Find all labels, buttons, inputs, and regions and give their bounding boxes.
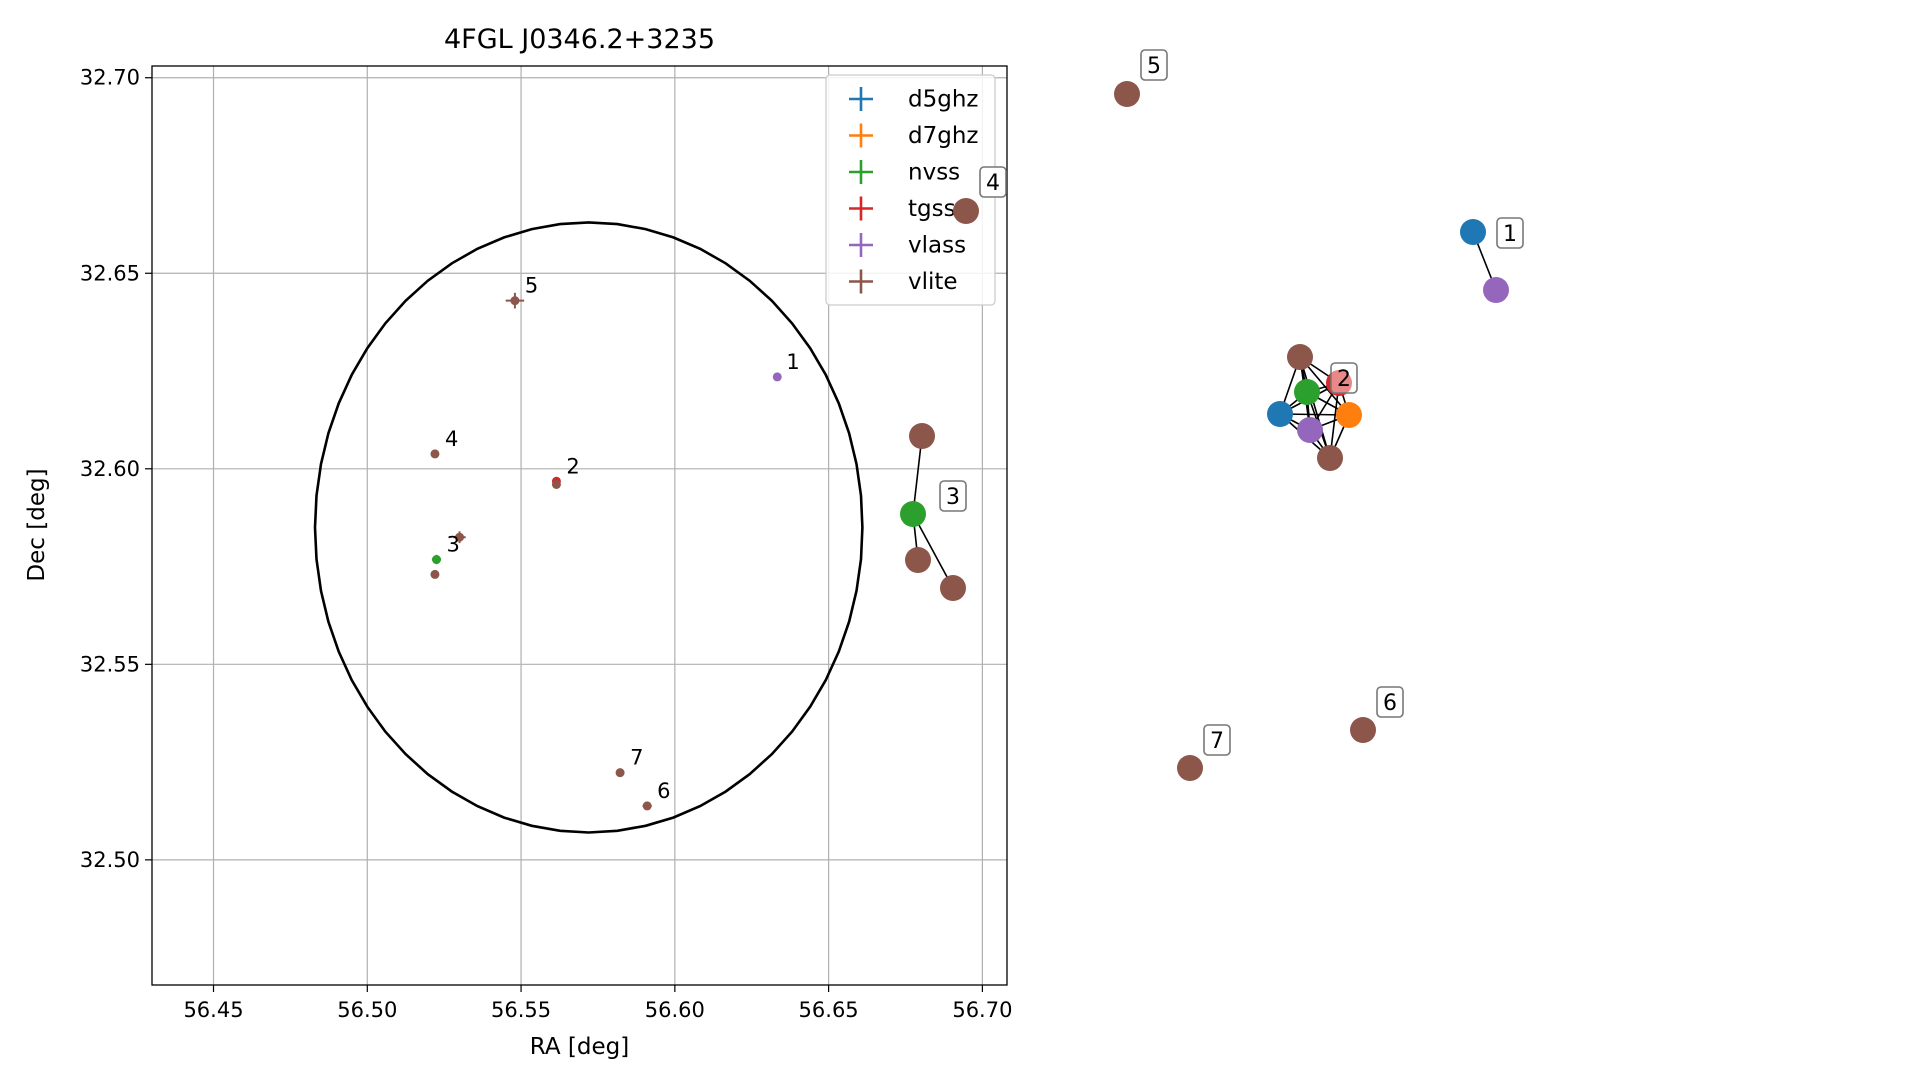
network-node — [1483, 277, 1509, 303]
x-tick-label: 56.65 — [799, 998, 859, 1022]
vlass-marker — [772, 372, 782, 382]
vlite-point — [430, 449, 440, 459]
vlite-marker — [430, 569, 440, 579]
vlite-point — [430, 569, 440, 579]
network-node — [1114, 81, 1140, 107]
y-tick-label: 32.55 — [80, 652, 140, 676]
network-node — [1317, 445, 1343, 471]
y-tick-label: 32.70 — [80, 66, 140, 90]
network-node — [905, 547, 931, 573]
annotation-label: 3 — [446, 533, 459, 557]
y-tick-label: 32.60 — [80, 457, 140, 481]
network-edge — [912, 435, 923, 515]
annotation-label: 7 — [630, 746, 643, 770]
network-label-box — [979, 166, 1007, 198]
vlite-point — [551, 479, 561, 489]
network-label-text: 1 — [1503, 222, 1517, 247]
vlass-point — [772, 372, 782, 382]
network-node — [1326, 370, 1352, 396]
network-label-text: 6 — [1383, 691, 1397, 716]
network-label: 6 — [1376, 686, 1404, 718]
legend-label: vlass — [908, 233, 966, 259]
network-node — [1336, 402, 1362, 428]
vlite-marker — [510, 296, 520, 306]
network-label: 2 — [1330, 362, 1358, 394]
chart-title: 4FGL J0346.2+3235 — [444, 24, 715, 55]
annotation-label: 4 — [445, 427, 458, 451]
network-node — [1350, 717, 1376, 743]
vlite-point — [505, 292, 525, 309]
network-node — [1294, 379, 1320, 405]
y-axis-ticks: 32.50 32.55 32.60 32.65 32.70 — [80, 66, 152, 872]
network-label-text: 7 — [1210, 729, 1224, 754]
legend-label: d7ghz — [908, 123, 978, 149]
network-label-box — [1203, 724, 1231, 756]
legend-label: nvss — [908, 160, 960, 186]
network-label: 3 — [939, 480, 967, 512]
vlite-marker — [455, 532, 465, 542]
plot-frame — [151, 65, 1008, 986]
network-node — [940, 575, 966, 601]
x-tick-label: 56.45 — [183, 998, 243, 1022]
network-label-box — [1376, 686, 1404, 718]
network-label-box — [1330, 362, 1358, 394]
x-axis-ticks: 56.45 56.50 56.55 56.60 56.65 56.70 — [183, 985, 1012, 1022]
network-node — [909, 423, 935, 449]
vlite-marker — [551, 479, 561, 489]
legend-label: d5ghz — [908, 87, 978, 113]
annotation-label: 1 — [786, 350, 799, 374]
network-label-text: 4 — [986, 171, 1000, 196]
network-label-box — [1140, 49, 1168, 81]
network-label: 7 — [1203, 724, 1231, 756]
network-graph: 1 2 3 4 5 6 7 — [900, 49, 1524, 781]
data-points — [430, 292, 782, 811]
vlite-marker — [642, 801, 652, 811]
legend-label: tgss — [908, 196, 956, 222]
network-node — [1287, 344, 1313, 370]
network-node — [953, 198, 979, 224]
annotation-label: 5 — [525, 274, 538, 298]
network-label: 4 — [979, 166, 1007, 198]
y-axis-label: Dec [deg] — [24, 468, 50, 581]
network-label-box — [939, 480, 967, 512]
vlite-point — [453, 531, 466, 544]
network-edge — [912, 513, 954, 589]
scatter-plot: 1 2 3 4 5 67 56.45 56.50 56.55 56.60 56.65 56.70 3… — [24, 24, 1012, 1060]
network-labels: 1 2 3 4 5 6 7 — [939, 49, 1524, 756]
annotation-label: 2 — [566, 454, 579, 478]
legend: d5ghz d7ghz nvss tgss vlass vlite — [825, 74, 996, 306]
network-node — [1460, 219, 1486, 245]
vlite-marker — [615, 768, 625, 778]
x-tick-label: 56.55 — [491, 998, 551, 1022]
network-label-box — [1496, 217, 1524, 249]
vlite-marker — [430, 449, 440, 459]
nvss-marker — [431, 555, 441, 565]
network-label-text: 2 — [1337, 367, 1351, 392]
nvss-point — [431, 554, 442, 565]
x-tick-label: 56.70 — [952, 998, 1012, 1022]
network-node — [1177, 755, 1203, 781]
y-tick-label: 32.50 — [80, 848, 140, 872]
network-node — [1267, 401, 1293, 427]
network-label-text: 5 — [1147, 54, 1161, 79]
y-tick-label: 32.65 — [80, 261, 140, 285]
network-node — [900, 501, 926, 527]
x-axis-label: RA [deg] — [530, 1034, 629, 1060]
uncertainty-ellipse — [313, 221, 864, 834]
annotation-label: 6 — [657, 779, 670, 803]
vlite-point — [642, 801, 652, 811]
network-label: 1 — [1496, 217, 1524, 249]
x-tick-label: 56.50 — [337, 998, 397, 1022]
vlite-point — [615, 768, 625, 778]
network-nodes — [900, 81, 1509, 781]
x-tick-label: 56.60 — [645, 998, 705, 1022]
network-edge — [1299, 356, 1331, 459]
legend-label: vlite — [908, 269, 958, 295]
network-node — [1297, 417, 1323, 443]
network-label-text: 3 — [946, 485, 960, 510]
point-annotations: 1 2 3 4 5 67 — [445, 274, 800, 803]
network-label: 5 — [1140, 49, 1168, 81]
